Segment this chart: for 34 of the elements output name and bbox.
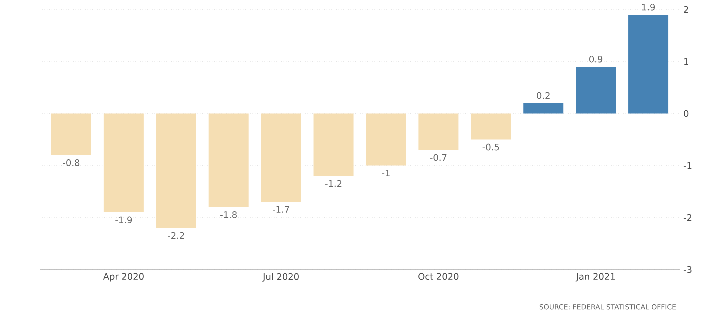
bar	[524, 103, 564, 114]
data-label: -1.7	[273, 206, 290, 213]
bar	[104, 114, 144, 213]
data-label: 1.9	[642, 4, 656, 11]
y-tick-label: -1	[684, 162, 692, 170]
data-label: -1	[382, 170, 390, 177]
bar	[366, 114, 406, 166]
bar	[208, 114, 249, 208]
data-label: -2.2	[168, 232, 184, 240]
data-label: 0.9	[590, 56, 603, 63]
y-tick-label: 0	[684, 110, 689, 118]
bar	[261, 114, 302, 202]
x-tick-label: Apr 2020	[103, 273, 144, 282]
bar	[628, 15, 669, 114]
data-label: -1.9	[116, 216, 132, 224]
bar	[156, 114, 196, 228]
bar	[471, 114, 512, 140]
data-label: -0.5	[482, 144, 500, 151]
x-tick-label: Oct 2020	[418, 273, 459, 280]
data-label: 0.2	[537, 92, 550, 100]
y-tick-label: -2	[684, 214, 692, 222]
x-tick-label: Jul 2020	[262, 273, 299, 282]
y-tick-label: 2	[684, 6, 688, 14]
y-tick-label: 1	[684, 58, 688, 66]
y-tick-label: -3	[684, 266, 692, 274]
bar	[314, 114, 354, 176]
bar	[576, 67, 616, 114]
data-label: -1.8	[220, 212, 237, 218]
bar	[51, 114, 92, 156]
bar	[418, 114, 459, 150]
data-label: -0.7	[430, 154, 447, 162]
x-tick-label: Jan 2021	[576, 273, 615, 282]
data-label: -0.8	[63, 160, 80, 166]
data-label: -1.2	[325, 180, 342, 188]
